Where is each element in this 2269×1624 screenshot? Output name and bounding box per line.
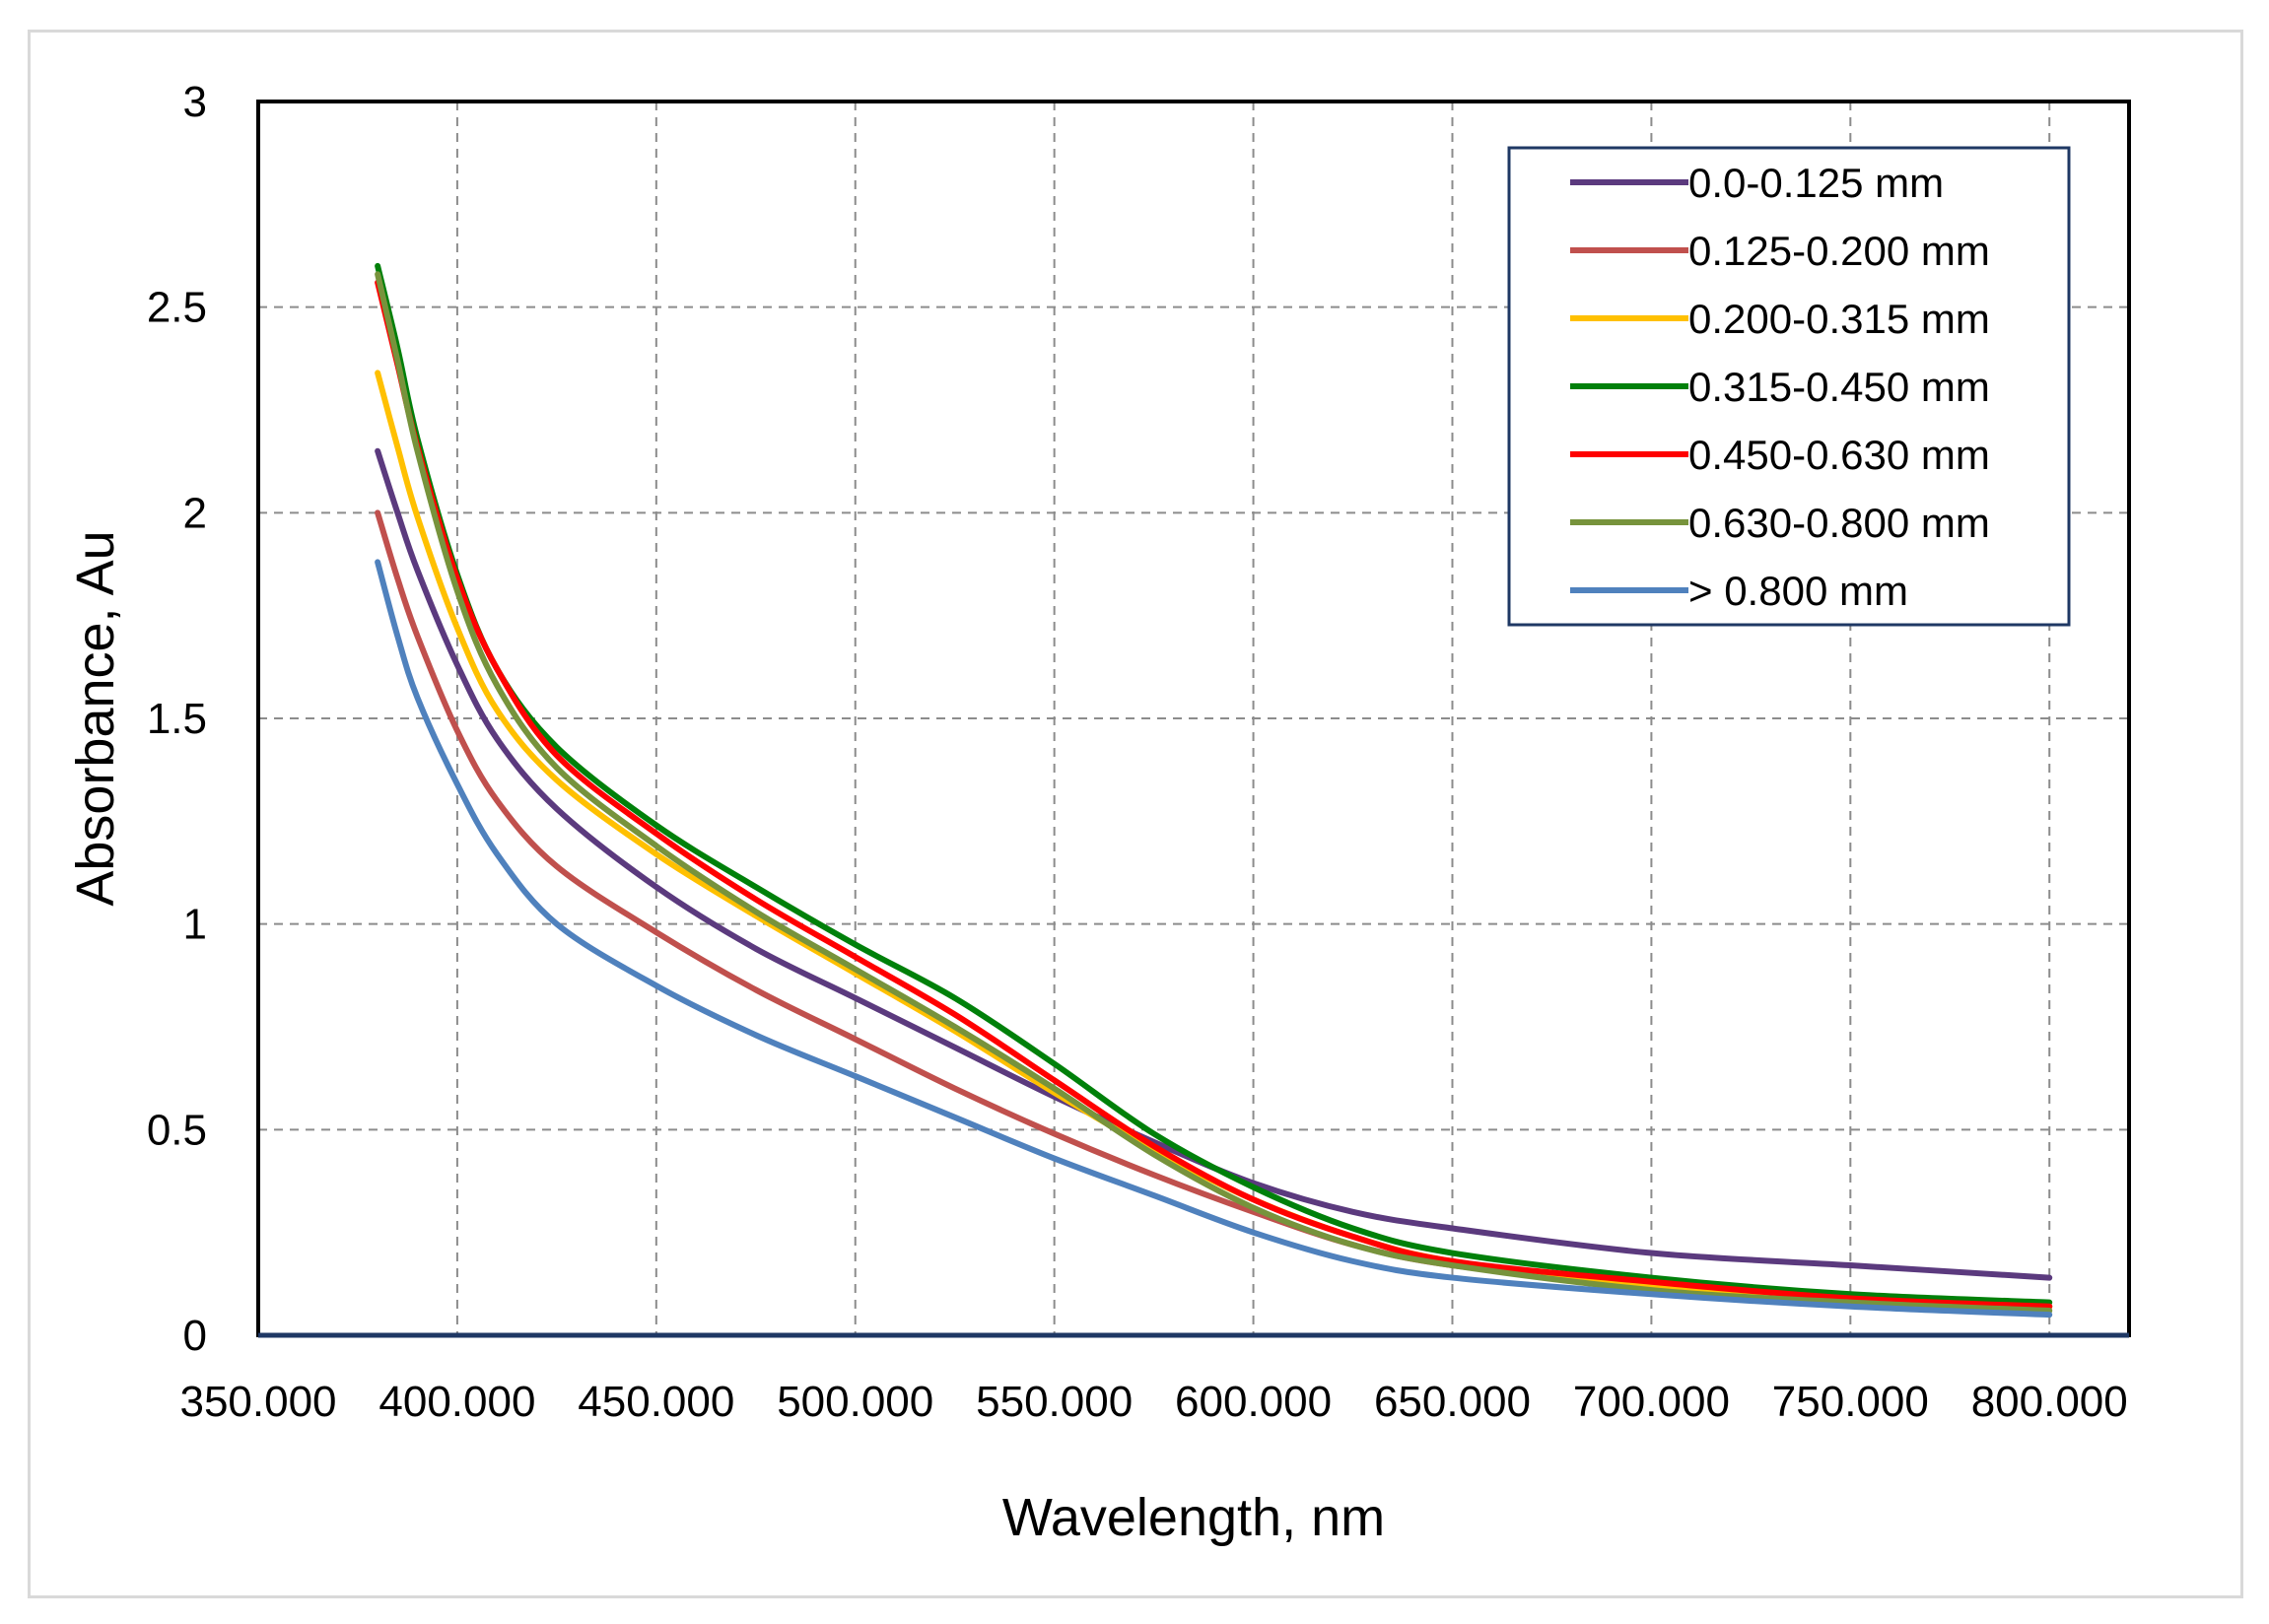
- legend-label: 0.125-0.200 mm: [1688, 228, 1990, 274]
- series-line-7: [375, 559, 2053, 1319]
- y-axis-title: Absorbance, Au: [66, 530, 125, 906]
- legend-label: 0.630-0.800 mm: [1688, 500, 1990, 546]
- y-tick-label: 0: [183, 1312, 207, 1360]
- x-tick-label: 550.000: [976, 1378, 1133, 1426]
- y-tick-label: 2: [183, 489, 207, 537]
- legend-label: 0.200-0.315 mm: [1688, 296, 1990, 342]
- x-tick-label: 700.000: [1573, 1378, 1730, 1426]
- x-tick-label: 400.000: [378, 1378, 535, 1426]
- legend-label: > 0.800 mm: [1688, 568, 1908, 614]
- y-tick-label: 1: [183, 901, 207, 949]
- x-tick-label: 650.000: [1374, 1378, 1531, 1426]
- x-tick-label: 750.000: [1772, 1378, 1929, 1426]
- x-tick-label: 500.000: [777, 1378, 933, 1426]
- x-tick-labels: 350.000 400.000 450.000 500.000 550.000 600.0…: [179, 1378, 2127, 1426]
- series-layer: [375, 262, 2053, 1319]
- y-tick-label: 2.5: [147, 284, 207, 332]
- x-tick-label: 800.000: [1971, 1378, 2128, 1426]
- series-line-5: [375, 279, 2053, 1310]
- y-tick-labels: 0 0.5 1 1.5 2 2.5 3: [147, 78, 207, 1360]
- legend-label: 0.315-0.450 mm: [1688, 364, 1990, 410]
- series-line-1: [375, 447, 2053, 1281]
- x-tick-label: 450.000: [578, 1378, 734, 1426]
- series-line-6: [375, 271, 2053, 1314]
- x-tick-label: 350.000: [179, 1378, 336, 1426]
- legend: 0.0-0.125 mm 0.125-0.200 mm 0.200-0.315 mm…: [1507, 146, 2071, 627]
- legend-label: 0.0-0.125 mm: [1688, 160, 1944, 206]
- x-tick-label: 600.000: [1175, 1378, 1332, 1426]
- x-axis-title: Wavelength, nm: [1002, 1488, 1385, 1547]
- y-tick-label: 3: [183, 78, 207, 126]
- legend-label: 0.450-0.630 mm: [1688, 432, 1990, 478]
- y-tick-label: 0.5: [147, 1106, 207, 1154]
- y-tick-label: 1.5: [147, 695, 207, 743]
- series-line-3: [375, 370, 2053, 1310]
